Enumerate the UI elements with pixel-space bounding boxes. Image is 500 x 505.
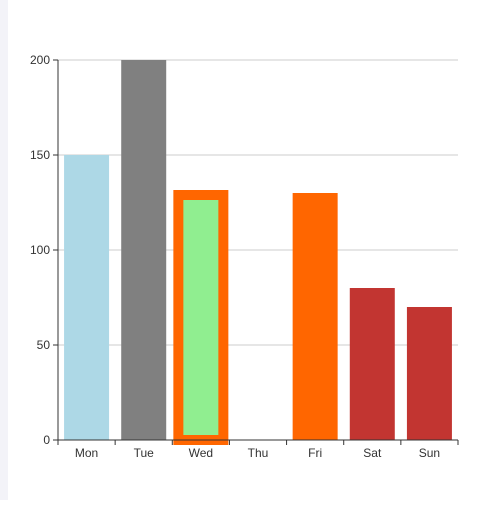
y-tick-label: 150 <box>30 148 50 162</box>
x-tick-label-tue: Tue <box>134 446 155 460</box>
bar-fri[interactable] <box>292 193 338 440</box>
x-tick-label-wed: Wed <box>189 446 213 460</box>
page-edge-strip <box>0 0 8 500</box>
x-tick-label-thu: Thu <box>248 446 269 460</box>
y-tick-label: 50 <box>37 338 51 352</box>
x-tick-label-fri: Fri <box>308 446 322 460</box>
bar-mon[interactable] <box>64 155 110 440</box>
bar-sat[interactable] <box>349 288 395 440</box>
x-tick-label-sat: Sat <box>363 446 382 460</box>
bar-tue[interactable] <box>121 60 167 440</box>
x-tick-label-mon: Mon <box>75 446 98 460</box>
y-tick-label: 0 <box>43 433 50 447</box>
y-tick-label: 100 <box>30 243 50 257</box>
x-tick-label-sun: Sun <box>419 446 440 460</box>
y-tick-label: 200 <box>30 53 50 67</box>
bar-sun[interactable] <box>406 307 452 440</box>
bar-wed[interactable] <box>173 190 229 445</box>
